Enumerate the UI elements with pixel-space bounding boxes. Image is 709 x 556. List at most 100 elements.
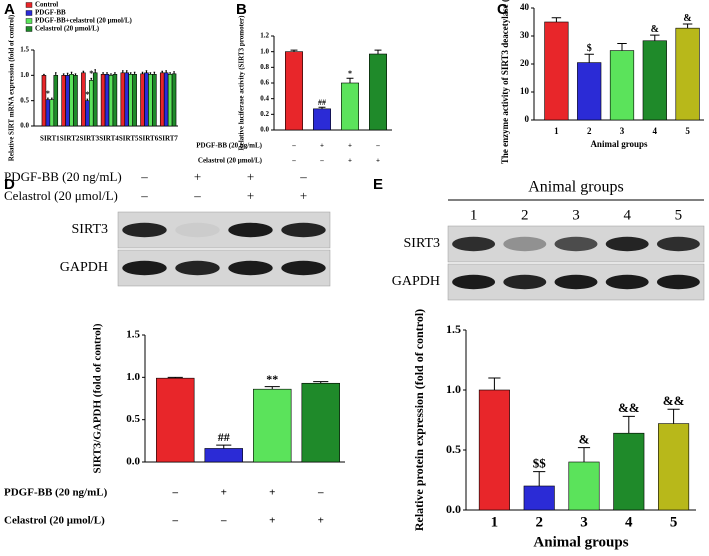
bar — [544, 21, 569, 121]
y-tick-label: 1.5 — [126, 329, 140, 341]
annotation: * — [348, 69, 352, 78]
y-tick-label: 1.5 — [20, 46, 29, 54]
bar — [613, 432, 645, 511]
blot-band — [503, 236, 547, 252]
error-bar — [125, 70, 128, 73]
blot-band — [656, 236, 700, 252]
x-tick-label: SIRT7 — [158, 135, 178, 143]
bar — [49, 99, 55, 127]
error-bar — [86, 98, 89, 101]
lane-label: 4 — [623, 207, 631, 223]
error-bar — [51, 97, 53, 100]
treatment-mark: + — [376, 157, 380, 165]
error-bar — [129, 72, 132, 75]
blot-header: Animal groups — [528, 179, 624, 196]
error-bar — [122, 70, 124, 73]
error-bar — [145, 70, 148, 73]
y-tick-label: 0.0 — [260, 126, 269, 134]
error-bar — [167, 376, 183, 379]
treatment-mark: – — [375, 142, 380, 150]
error-bar — [43, 73, 45, 76]
blot-band — [228, 260, 273, 276]
bar — [163, 72, 169, 127]
x-tick-label: 5 — [685, 126, 690, 136]
panel-label: D — [4, 176, 15, 193]
treatment-mark: + — [348, 157, 352, 165]
error-bar — [346, 77, 354, 83]
error-bar — [74, 73, 77, 76]
x-tick-label: 1 — [554, 126, 559, 136]
error-bar — [66, 72, 69, 76]
bar — [285, 51, 303, 131]
error-bar — [106, 72, 108, 75]
bar — [124, 72, 130, 127]
y-axis-label: SIRT3/GAPDH (fold of control) — [92, 323, 104, 473]
y-tick-label: 0.4 — [260, 94, 269, 102]
x-tick-label: 3 — [580, 514, 588, 530]
bar — [88, 80, 94, 127]
annotation: ** — [266, 372, 278, 386]
bar — [104, 74, 110, 127]
annotation: & — [683, 13, 691, 24]
treatment-label: Celastrol (20 μmol/L) — [4, 515, 105, 527]
annotation: $$ — [533, 455, 547, 470]
bar — [313, 108, 331, 131]
legend-swatch — [25, 18, 33, 24]
y-tick-label: 1.0 — [446, 382, 461, 396]
lane-label: 2 — [521, 207, 529, 223]
error-bar — [551, 17, 562, 22]
bar — [85, 100, 90, 127]
blot-treatment-mark: – — [299, 169, 307, 184]
treatment-mark: – — [172, 487, 179, 499]
legend-swatch — [25, 2, 33, 8]
bar — [171, 73, 177, 127]
error-bar — [141, 71, 144, 74]
bar — [112, 74, 118, 127]
blot-band — [605, 274, 649, 290]
annotation: && — [663, 393, 685, 408]
bar — [156, 377, 195, 463]
x-tick-label: 2 — [587, 126, 592, 136]
blot-row-label: GAPDH — [392, 274, 440, 289]
blot-treatment-label: PDGF-BB (20 ng/mL) — [4, 169, 122, 184]
blot-band — [554, 274, 598, 290]
y-axis-label: Relative SIRT mRNA expression (fold of c… — [8, 14, 16, 161]
error-bar — [114, 72, 116, 75]
y-tick-label: 0.5 — [126, 413, 140, 425]
error-bar — [169, 72, 171, 75]
y-tick-label: 0.5 — [446, 442, 461, 456]
x-axis-label: Animal groups — [533, 534, 628, 550]
bar — [92, 72, 98, 127]
blot-band — [503, 274, 547, 290]
legend-swatch — [25, 26, 33, 32]
y-axis-label: The enzyme activity of SIRT3 deacetylase… — [500, 0, 510, 164]
y-tick-label: 1.0 — [20, 71, 29, 79]
error-bar — [153, 71, 156, 75]
annotation: * — [89, 69, 93, 78]
blot-treatment-mark: – — [140, 188, 148, 203]
y-tick-label: 0.0 — [446, 502, 461, 516]
blot-treatment-mark: + — [194, 169, 201, 184]
error-bar — [149, 72, 152, 75]
bar — [341, 82, 359, 131]
bar — [642, 40, 667, 121]
bar — [148, 74, 153, 127]
treatment-mark: – — [319, 157, 324, 165]
error-bar — [667, 408, 680, 424]
error-bar — [622, 415, 635, 434]
treatment-mark: + — [269, 515, 275, 527]
y-tick-label: 40 — [520, 2, 530, 12]
error-bar — [374, 49, 382, 55]
bar — [204, 448, 243, 463]
error-bar — [584, 53, 594, 63]
bar — [369, 53, 387, 131]
bar — [159, 72, 165, 127]
blot-band — [281, 222, 326, 238]
treatment-mark: – — [220, 515, 227, 527]
blot-band — [554, 236, 598, 252]
annotation: $ — [587, 43, 592, 54]
blot-band — [452, 236, 496, 252]
bar — [301, 382, 340, 463]
error-bar — [617, 43, 627, 51]
y-axis-label: Relative luciferase activity (SIRT3 prom… — [238, 15, 246, 151]
